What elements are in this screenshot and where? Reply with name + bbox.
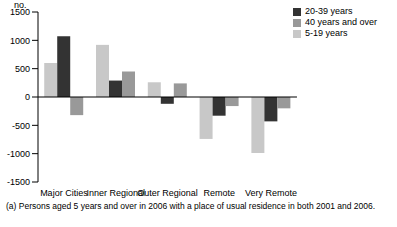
html-text:(a) Persons aged 5 years and o: (a) Persons aged 5 years and over in 200…: [6, 201, 376, 211]
svg-text:-1000: -1000: [8, 149, 30, 159]
svg-text:500: 500: [15, 64, 30, 74]
svg-text:Very Remote: Very Remote: [245, 188, 297, 198]
svg-text:Inner Regional: Inner Regional: [86, 188, 145, 198]
svg-text:Outer Regional: Outer Regional: [137, 188, 198, 198]
svg-text:0: 0: [25, 92, 30, 102]
html-text:40 years and over: 40 years and over: [305, 17, 377, 27]
svg-text:Major Cities: Major Cities: [40, 188, 88, 198]
svg-text:-500: -500: [12, 121, 30, 131]
svg-text:Remote: Remote: [204, 188, 236, 198]
html-text:5-19 years: 5-19 years: [305, 28, 348, 38]
svg-text:-1500: -1500: [8, 177, 30, 187]
svg-text:1000: 1000: [10, 36, 30, 46]
html-text:20-39 years: 20-39 years: [305, 6, 353, 16]
html-text:no.: no.: [14, 0, 27, 10]
svg-text:1500: 1500: [10, 7, 30, 17]
